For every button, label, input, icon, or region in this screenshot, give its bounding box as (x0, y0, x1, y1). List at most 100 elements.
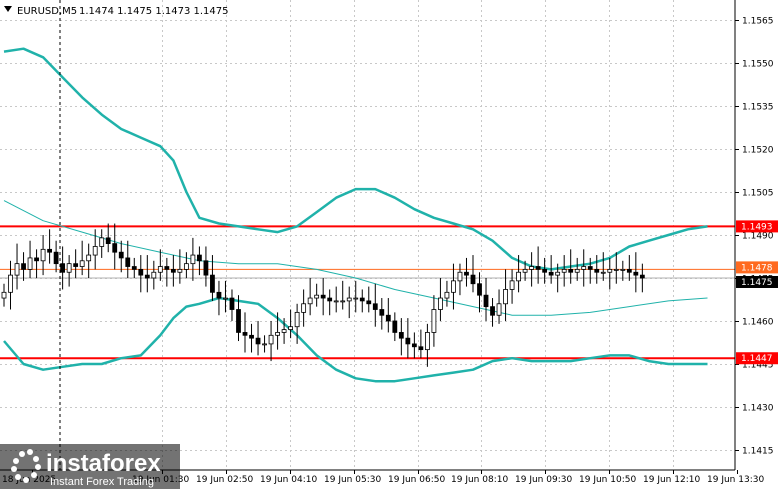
candle-body (392, 320, 398, 333)
candle-body (275, 332, 280, 336)
price-tick-label: 1.1445 (742, 361, 774, 371)
price-labels: 1.1493 1.1478 1.1475 1.1447 (736, 220, 778, 365)
ohlc-values: 1.1474 1.1475 1.1473 1.1475 (79, 6, 229, 17)
candle-body (177, 268, 183, 273)
price-tag-text: 1.1493 (741, 222, 773, 232)
triangle-down-icon[interactable] (4, 6, 12, 12)
candle-body (190, 254, 196, 265)
candle-body (27, 257, 33, 270)
candle-body (242, 332, 248, 336)
candle-body (34, 257, 39, 262)
price-tick-label: 1.1490 (742, 232, 774, 242)
candle-body (548, 271, 554, 276)
candle-body (210, 274, 215, 293)
price-tag-1-1475 (736, 275, 778, 288)
price-tag-text: 1.1475 (741, 278, 773, 288)
time-tick-label: 19 Jun 06:50 (388, 475, 445, 485)
candle-body (639, 274, 645, 279)
candle-body (490, 306, 495, 316)
candle-body (464, 271, 469, 276)
candle-body (53, 251, 59, 265)
candle-body (125, 257, 131, 267)
symbol-label: EURUSD,M5 (17, 6, 77, 17)
candle-body (581, 266, 587, 270)
candle-body (105, 237, 111, 244)
candle-body (613, 268, 619, 271)
candle-body (457, 271, 463, 282)
candle-body (301, 303, 307, 313)
candle-body (164, 266, 170, 270)
candle-body (529, 266, 535, 270)
candle-body (288, 326, 294, 330)
candle-body (216, 291, 222, 299)
candle-body (66, 263, 72, 273)
candle-body (431, 309, 437, 333)
candle-body (203, 260, 209, 276)
candle-body (385, 314, 391, 322)
price-tick-label: 1.1520 (742, 146, 774, 156)
candle-body (418, 346, 424, 351)
instaforex-logo: instaforex Instant Forex Trading (0, 444, 180, 489)
candle-body (438, 297, 443, 310)
time-tick-label: 19 Jun 05:30 (324, 475, 381, 485)
candle-body (307, 297, 313, 305)
candle-body (47, 248, 52, 253)
candle-body (509, 280, 515, 290)
candle-body (516, 271, 521, 282)
price-tick-label: 1.1505 (742, 189, 774, 199)
time-tick-label: 19 Jun 12:10 (643, 475, 700, 485)
price-tag-1-1478 (736, 261, 778, 274)
candle-body (314, 294, 320, 299)
candle-body (236, 309, 241, 333)
candle-body (398, 332, 404, 339)
candle-body (346, 297, 352, 302)
candle-body (21, 263, 26, 270)
price-tag-1-1447 (736, 352, 778, 365)
candle-body (131, 266, 137, 270)
candle-body (262, 343, 267, 346)
candle-body (333, 300, 339, 303)
candle-body (255, 337, 261, 345)
candle-body (223, 297, 228, 300)
candle-body (1, 291, 7, 299)
candle-body (229, 297, 235, 310)
time-tick-label: 19 Jun 08:10 (451, 475, 508, 485)
candle-body (366, 300, 372, 305)
price-tick-label: 1.1565 (742, 17, 774, 27)
candle-body (600, 271, 606, 274)
candle-body (197, 254, 202, 262)
candle-body (405, 337, 411, 345)
price-axis (735, 0, 781, 470)
candle-body (626, 268, 632, 273)
candle-body (138, 268, 144, 276)
price-tick-label: 1.1460 (742, 318, 774, 328)
candle-body (542, 268, 548, 273)
candle-body (353, 297, 359, 300)
bollinger-upper-line (3, 47, 708, 271)
price-tag-text: 1.1447 (741, 354, 773, 364)
candle-body (535, 266, 541, 270)
candle-body (444, 291, 450, 299)
chart-header: EURUSD,M5 1.1474 1.1475 1.1473 1.1475 (4, 6, 229, 17)
logo-tagline: Instant Forex Trading (50, 476, 154, 488)
candle-body (470, 274, 476, 285)
time-tick-label: 19 Jun 04:10 (260, 475, 317, 485)
candle-body (281, 329, 287, 333)
candle-body (451, 280, 456, 293)
candle-body (157, 266, 163, 273)
candle-body (60, 263, 66, 273)
price-tick-label: 1.1550 (742, 60, 774, 70)
candle-body (249, 334, 254, 339)
candle-body (40, 248, 46, 262)
candle-body (587, 266, 593, 270)
candle-body (503, 289, 508, 305)
time-tick-label: 19 Jun 02:50 (196, 475, 253, 485)
candle-body (99, 237, 105, 247)
price-tick-label: 1.1415 (742, 447, 774, 457)
candle-body (144, 274, 150, 279)
candle-body (379, 309, 385, 316)
price-tick-label: 1.1430 (742, 404, 774, 414)
